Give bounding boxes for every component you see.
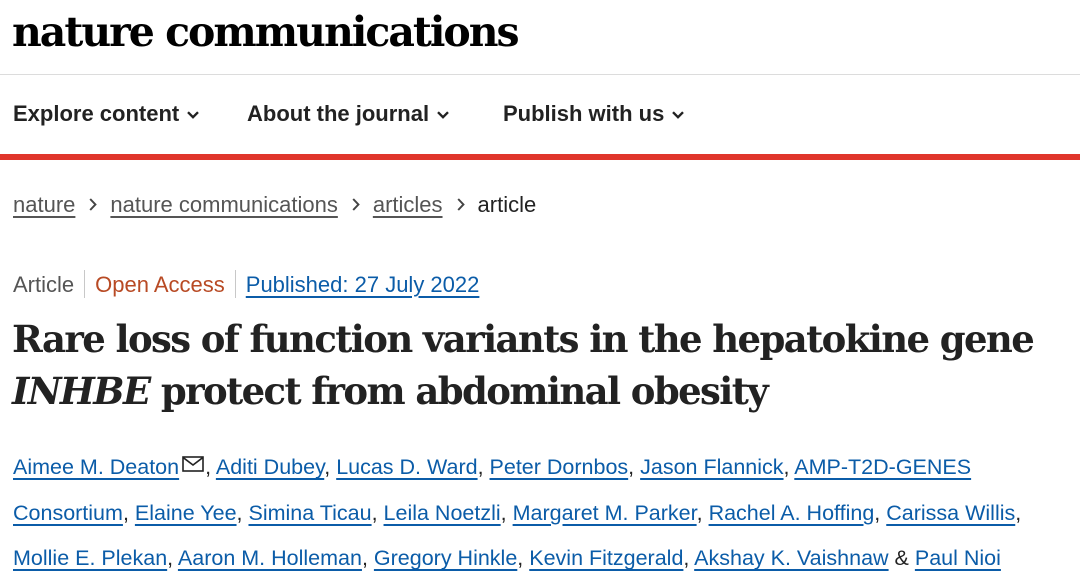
author-link[interactable]: Rachel A. Hoffing: [708, 500, 875, 525]
nav-publish-with-us[interactable]: Publish with us: [503, 99, 685, 129]
author-separator: ,: [122, 500, 135, 525]
author-separator: ,: [1015, 500, 1022, 525]
main-navigation: Explore content About the journal Publis…: [0, 75, 1080, 160]
nav-about-the-journal[interactable]: About the journal: [247, 99, 449, 129]
author-separator: ,: [500, 500, 513, 525]
title-gene: INHBE: [12, 369, 151, 413]
breadcrumb-current: article: [477, 192, 537, 217]
meta-divider: [84, 270, 86, 298]
article-title: Rare loss of function variants in the he…: [12, 313, 1074, 417]
author-separator: ,: [371, 500, 384, 525]
author-separator: ,: [683, 546, 695, 570]
chevron-right-icon: [352, 198, 360, 211]
author-separator: ,: [236, 500, 249, 525]
author-separator: &: [888, 546, 915, 570]
breadcrumb-articles[interactable]: articles: [372, 192, 443, 217]
author-link[interactable]: Akshay K. Vaishnaw: [694, 546, 889, 570]
author-link[interactable]: Carissa Willis: [886, 500, 1016, 525]
author-link[interactable]: Leila Noetzli: [383, 500, 501, 525]
author-link[interactable]: Aimee M. Deaton: [13, 455, 180, 479]
nav-label: Explore content: [13, 101, 180, 126]
meta-divider: [234, 270, 236, 298]
author-separator: ,: [324, 455, 337, 479]
author-link[interactable]: Paul Nioi: [914, 546, 1001, 570]
author-link[interactable]: Mollie E. Plekan: [13, 546, 168, 570]
author-link[interactable]: Aaron M. Holleman: [177, 546, 362, 570]
published-date-link[interactable]: Published: 27 July 2022: [245, 272, 480, 297]
author-link[interactable]: Aditi Dubey: [215, 455, 325, 479]
chevron-down-icon: [437, 111, 449, 119]
title-rest: protect from abdominal obesity: [149, 369, 769, 413]
author-separator: ,: [517, 546, 530, 570]
author-list: Aimee M. Deaton, Aditi Dubey, Lucas D. W…: [13, 445, 1075, 582]
breadcrumb-nature-communications[interactable]: nature communications: [110, 192, 338, 217]
author-link[interactable]: Peter Dornbos: [489, 455, 629, 479]
nav-explore-content[interactable]: Explore content: [13, 99, 200, 129]
chevron-right-icon: [457, 198, 465, 211]
mail-icon[interactable]: [182, 456, 204, 472]
author-link[interactable]: Gregory Hinkle: [373, 546, 518, 570]
masthead: nature communications: [0, 0, 1080, 75]
author-separator: ,: [696, 500, 709, 525]
author-separator: ,: [874, 500, 887, 525]
article-meta: Article Open Access Published: 27 July 202…: [13, 270, 479, 300]
site-logo[interactable]: nature communications: [12, 8, 520, 56]
author-link[interactable]: Simina Ticau: [248, 500, 372, 525]
author-separator: ,: [167, 546, 178, 570]
author-link[interactable]: AMP-T2D-GENES Consortium: [13, 455, 972, 525]
open-access-badge: Open Access: [95, 272, 225, 297]
nav-label: Publish with us: [503, 101, 665, 126]
author-separator: ,: [628, 455, 641, 479]
title-main: Rare loss of function variants in the he…: [12, 317, 1035, 361]
author-separator: ,: [205, 455, 216, 479]
chevron-right-icon: [89, 198, 98, 211]
author-link[interactable]: Jason Flannick: [640, 455, 784, 479]
chevron-down-icon: [672, 111, 685, 119]
nav-label: About the journal: [247, 101, 430, 126]
author-separator: ,: [361, 546, 374, 570]
author-link[interactable]: Margaret M. Parker: [512, 500, 697, 525]
breadcrumb-nature[interactable]: nature: [13, 192, 76, 217]
author-separator: ,: [783, 455, 795, 479]
author-link[interactable]: Lucas D. Ward: [336, 455, 478, 479]
author-separator: ,: [477, 455, 490, 479]
chevron-down-icon: [187, 111, 200, 119]
author-link[interactable]: Kevin Fitzgerald: [529, 546, 684, 570]
breadcrumb: nature nature communications articles artic…: [13, 190, 536, 220]
author-link[interactable]: Elaine Yee: [134, 500, 237, 525]
article-type: Article: [13, 272, 75, 297]
